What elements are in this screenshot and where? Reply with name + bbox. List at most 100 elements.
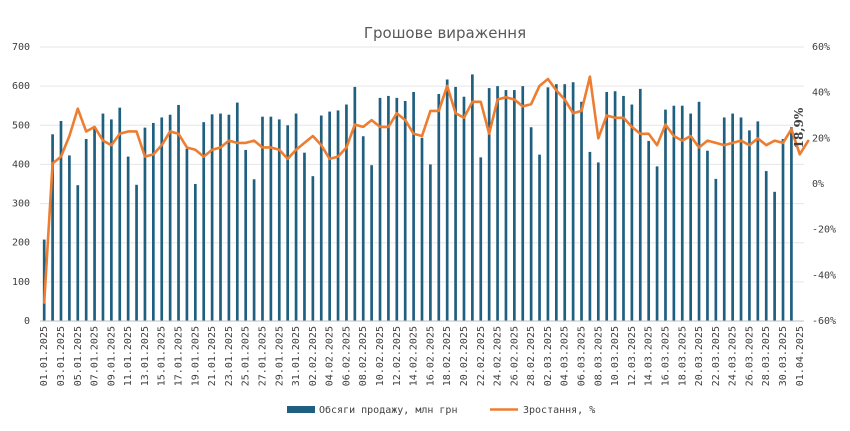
x-tick-label: 17.01.2025 xyxy=(174,326,185,386)
line-point xyxy=(723,144,726,146)
line-point xyxy=(757,137,759,140)
bar xyxy=(235,102,239,321)
bar xyxy=(370,165,373,321)
line-point xyxy=(102,139,104,142)
x-tick-label: 04.03.2025 xyxy=(560,326,571,386)
y-right-tick-label: 40% xyxy=(812,88,830,99)
bar xyxy=(336,110,340,321)
line-point xyxy=(127,130,129,133)
bar xyxy=(445,79,449,321)
bar xyxy=(420,137,424,321)
bar xyxy=(471,74,474,322)
bar xyxy=(680,105,684,321)
bar xyxy=(638,88,642,321)
line-point xyxy=(563,98,566,101)
y-left-tick-label: 300 xyxy=(12,199,30,210)
bar xyxy=(269,116,273,321)
bar xyxy=(554,84,558,321)
bar xyxy=(59,120,63,321)
x-tick-label: 08.02.2025 xyxy=(358,326,369,386)
x-tick-label: 30.03.2025 xyxy=(778,326,789,386)
line-point xyxy=(110,144,113,146)
line-point xyxy=(530,103,532,105)
y-right-tick-label: -40% xyxy=(812,270,836,281)
bar xyxy=(361,136,365,321)
line-point xyxy=(211,148,213,151)
x-tick-label: 21.01.2025 xyxy=(207,326,218,386)
line-point xyxy=(538,85,541,87)
line-point xyxy=(303,142,306,144)
line-point xyxy=(664,123,667,126)
x-tick-label: 15.01.2025 xyxy=(157,326,168,386)
x-tick-label: 19.01.2025 xyxy=(190,326,201,386)
legend: Обсяги продажу, млн грн Зростання, % xyxy=(287,404,595,416)
bar xyxy=(613,91,617,321)
bar xyxy=(395,97,399,321)
bar xyxy=(622,95,625,321)
bar xyxy=(378,97,382,321)
line-point xyxy=(715,142,717,144)
bar xyxy=(345,104,348,321)
bar xyxy=(210,114,214,321)
bar xyxy=(68,155,71,321)
x-tick-label: 18.03.2025 xyxy=(677,326,688,386)
x-tick-label: 16.02.2025 xyxy=(425,326,436,386)
line-point xyxy=(773,139,776,142)
line-point xyxy=(421,135,423,137)
line-point xyxy=(60,155,62,158)
line-point xyxy=(76,107,79,110)
bar xyxy=(252,179,256,321)
line-series xyxy=(42,75,810,305)
bar xyxy=(513,90,516,321)
x-tick-label: 03.01.2025 xyxy=(56,326,67,386)
line-point xyxy=(177,132,180,135)
y-left-tick-label: 500 xyxy=(12,120,30,131)
bar xyxy=(605,92,609,321)
line-point xyxy=(160,144,163,146)
line-point xyxy=(51,162,54,165)
bar xyxy=(160,117,164,321)
x-tick-label: 27.01.2025 xyxy=(257,326,268,386)
x-tick-label: 10.02.2025 xyxy=(375,326,386,386)
bar xyxy=(563,84,567,321)
line-point xyxy=(614,116,616,119)
bar xyxy=(546,87,550,322)
line-point xyxy=(437,110,440,112)
x-tick-label: 26.02.2025 xyxy=(509,326,520,386)
bar xyxy=(655,166,659,321)
line-point xyxy=(194,148,197,151)
bar xyxy=(328,111,331,321)
x-tick-label: 29.01.2025 xyxy=(274,326,285,386)
bar xyxy=(403,101,407,321)
line-point xyxy=(379,126,381,128)
line-point xyxy=(639,132,642,135)
x-tick-label: 09.01.2025 xyxy=(106,326,117,386)
x-axis: 01.01.2025 03.01.2025 05.01.2025 07.01.2025… xyxy=(39,320,806,386)
bar xyxy=(261,116,264,321)
bar xyxy=(689,113,693,322)
x-tick-label: 06.03.2025 xyxy=(577,326,588,386)
line-point xyxy=(597,137,600,140)
line-point xyxy=(463,116,465,119)
y-right-tick-label: 60% xyxy=(812,42,830,53)
bar xyxy=(462,96,466,321)
bar xyxy=(244,149,248,321)
bar xyxy=(706,150,709,321)
y-axis-right: -60% -40% -20% 0% 20% 40% 60% xyxy=(812,42,836,327)
bar xyxy=(429,164,432,321)
line-point xyxy=(312,135,314,137)
x-tick-label: 08.03.2025 xyxy=(593,326,604,386)
x-tick-label: 22.03.2025 xyxy=(711,326,722,386)
line-point xyxy=(244,142,247,144)
bar xyxy=(580,101,583,321)
bar xyxy=(143,127,147,322)
x-tick-label: 20.03.2025 xyxy=(694,326,705,386)
line-point xyxy=(412,132,415,135)
legend-swatch-bars xyxy=(287,406,315,413)
line-point xyxy=(387,126,390,128)
line-point xyxy=(202,155,205,158)
x-tick-label: 01.04.2025 xyxy=(795,326,806,386)
line-point xyxy=(85,130,87,133)
line-point xyxy=(286,158,289,160)
x-tick-label: 26.03.2025 xyxy=(744,326,755,386)
